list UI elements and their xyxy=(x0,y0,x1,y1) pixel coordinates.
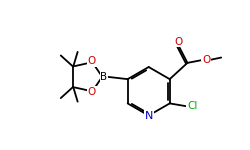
Text: N: N xyxy=(144,111,153,121)
Text: B: B xyxy=(100,72,107,82)
Text: O: O xyxy=(202,55,210,65)
Text: O: O xyxy=(88,56,96,66)
Text: Cl: Cl xyxy=(187,101,198,111)
Text: O: O xyxy=(174,37,183,46)
Text: O: O xyxy=(88,87,96,97)
